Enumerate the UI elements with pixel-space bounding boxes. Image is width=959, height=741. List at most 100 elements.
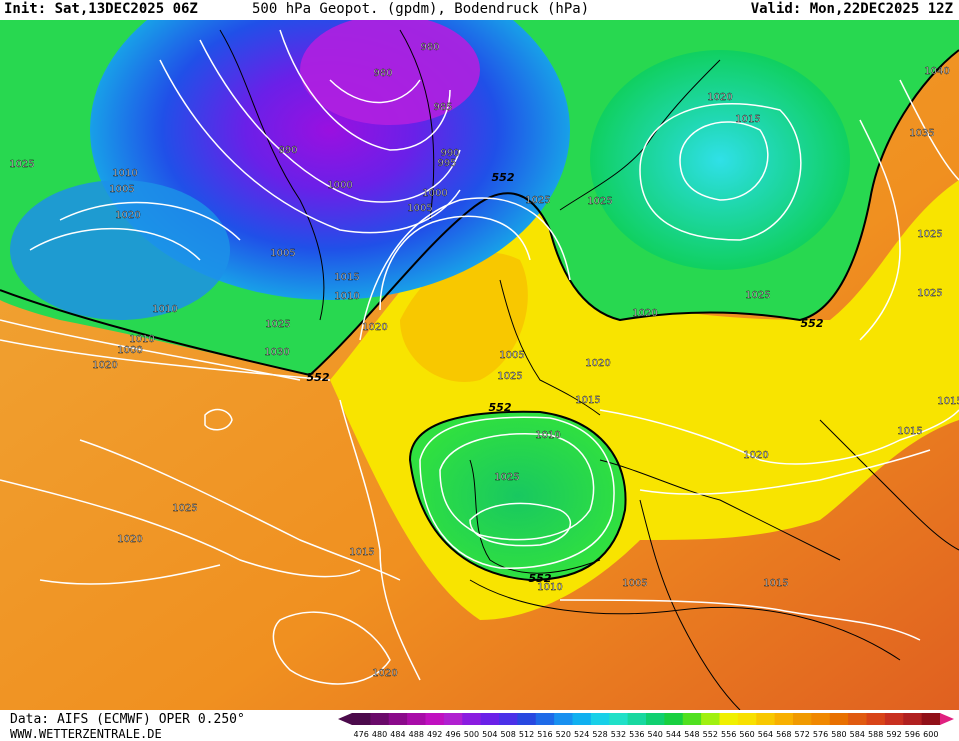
- isobar-label: 1000: [117, 345, 142, 356]
- website-label: WWW.WETTERZENTRALE.DE: [10, 727, 162, 741]
- orange-ridge-inner: [400, 252, 528, 382]
- map-title: 500 hPa Geopot. (gpdm), Bodendruck (hPa): [252, 1, 590, 17]
- legend-tick-label: 600: [923, 730, 938, 739]
- contour-552-north: [0, 49, 959, 377]
- legend-tick-label: 500: [464, 730, 479, 739]
- atlantic-low-blue: [10, 180, 230, 320]
- legend-tick-label: 532: [611, 730, 626, 739]
- isobar-label: 1025: [494, 472, 519, 483]
- isobar-label: 1010: [152, 304, 177, 315]
- legend-tick-label: 544: [666, 730, 681, 739]
- isobar-label: 1020: [117, 534, 142, 545]
- isobar-label: 1010: [535, 430, 560, 441]
- init-time-label: Init: Sat,13DEC2025 06Z: [4, 1, 198, 17]
- isobar-label: 1025: [587, 196, 612, 207]
- legend-swatch: [811, 713, 831, 725]
- isobar-label: 990: [440, 148, 459, 159]
- legend-tick-label: 528: [592, 730, 607, 739]
- isobar-label: 1035: [909, 128, 934, 139]
- legend-tick-label: 508: [501, 730, 516, 739]
- isobar-label: 1015: [349, 547, 374, 558]
- legend-tick-label: 488: [409, 730, 424, 739]
- isobar-label: 1010: [112, 168, 137, 179]
- isobar-label: 1005: [622, 578, 647, 589]
- isobar-label: 1025: [9, 159, 34, 170]
- isobar-label: 1005: [109, 184, 134, 195]
- legend-swatch: [572, 713, 592, 725]
- legend-swatch: [499, 713, 518, 725]
- isobar-label: 980: [373, 68, 392, 79]
- isobar-label: 1015: [575, 395, 600, 406]
- legend-tick-label: 568: [776, 730, 791, 739]
- legend-swatch: [701, 713, 720, 725]
- isobar-label: 1015: [937, 396, 959, 407]
- legend-swatch: [719, 713, 739, 725]
- legend-swatch: [737, 713, 757, 725]
- isobar-label: 1025: [917, 288, 942, 299]
- legend-tick-label: 524: [574, 730, 589, 739]
- isobar-label: 1025: [172, 503, 197, 514]
- geopotential-552-label: 552: [492, 171, 515, 184]
- isobar-label: 1015: [735, 114, 760, 125]
- legend-swatch: [590, 713, 610, 725]
- legend-swatch: [407, 713, 426, 725]
- legend-tick-label: 512: [519, 730, 534, 739]
- isobar-label: 1015: [897, 426, 922, 437]
- legend-swatch: [535, 713, 555, 725]
- isobar-label: 1020: [362, 322, 387, 333]
- legend-swatch: [370, 713, 390, 725]
- isobar-label: 1025: [917, 229, 942, 240]
- iberian-low: [408, 410, 627, 582]
- isobar-label: 1020: [92, 360, 117, 371]
- coastlines: [219, 29, 959, 710]
- legend-swatch: [829, 713, 849, 725]
- valid-time-label: Valid: Mon,22DEC2025 12Z: [750, 1, 953, 17]
- isobar-label: 1025: [745, 290, 770, 301]
- legend-swatch: [664, 713, 684, 725]
- legend-tick-label: 496: [445, 730, 460, 739]
- legend-swatch: [480, 713, 500, 725]
- legend-swatch: [352, 713, 371, 725]
- isobar-label: 980: [420, 42, 439, 53]
- isobar-label: 1020: [707, 92, 732, 103]
- isobar-label: 1005: [499, 350, 524, 361]
- legend-swatch: [756, 713, 776, 725]
- isobar-label: 1005: [270, 248, 295, 259]
- isobar-label: 1010: [129, 334, 154, 345]
- legend-swatch: [866, 713, 886, 725]
- isobar-label: 1020: [115, 210, 140, 221]
- isobar-label: 1000: [327, 180, 352, 191]
- isobar-label: 1020: [632, 308, 657, 319]
- legend-swatch: [554, 713, 573, 725]
- isobar-label: 985: [433, 102, 452, 113]
- legend-tick-label: 540: [648, 730, 663, 739]
- legend-tick-label: 504: [482, 730, 497, 739]
- isobar-label: 1000: [422, 188, 447, 199]
- isobar-label: 1020: [743, 450, 768, 461]
- geopotential-labels: 552 552 552 552 552: [307, 171, 824, 585]
- legend-swatch: [609, 713, 629, 725]
- legend-tick-label: 572: [795, 730, 810, 739]
- isobar-label: 1020: [585, 358, 610, 369]
- footer-bar: Data: AIFS (ECMWF) OPER 0.250° WWW.WETTE…: [0, 710, 959, 741]
- isobar-label: 1040: [924, 66, 949, 77]
- legend-tick-label: 592: [886, 730, 901, 739]
- legend-swatch: [627, 713, 647, 725]
- legend-tick-label: 560: [739, 730, 754, 739]
- legend-tick-label: 516: [537, 730, 552, 739]
- legend-swatch: [682, 713, 702, 725]
- legend-min-arrow: [338, 713, 352, 725]
- arctic-low-center: [300, 20, 480, 125]
- legend-tick-label: 564: [758, 730, 773, 739]
- color-scale-legend: 476 480 484 488 492 496 500 504 508 512 516 520 524 5…: [338, 713, 954, 739]
- weather-map: 9809809859909959901000100010051005100510…: [0, 20, 959, 710]
- legend-swatch: [884, 713, 904, 725]
- legend-tick-label: 536: [629, 730, 644, 739]
- legend-tick-label: 476: [354, 730, 369, 739]
- legend-tick-label: 580: [831, 730, 846, 739]
- isobar-label: 995: [437, 158, 456, 169]
- legend-tick-label: 548: [684, 730, 699, 739]
- legend-swatch: [903, 713, 923, 725]
- legend-tick-label: 556: [721, 730, 736, 739]
- legend-swatch: [517, 713, 537, 725]
